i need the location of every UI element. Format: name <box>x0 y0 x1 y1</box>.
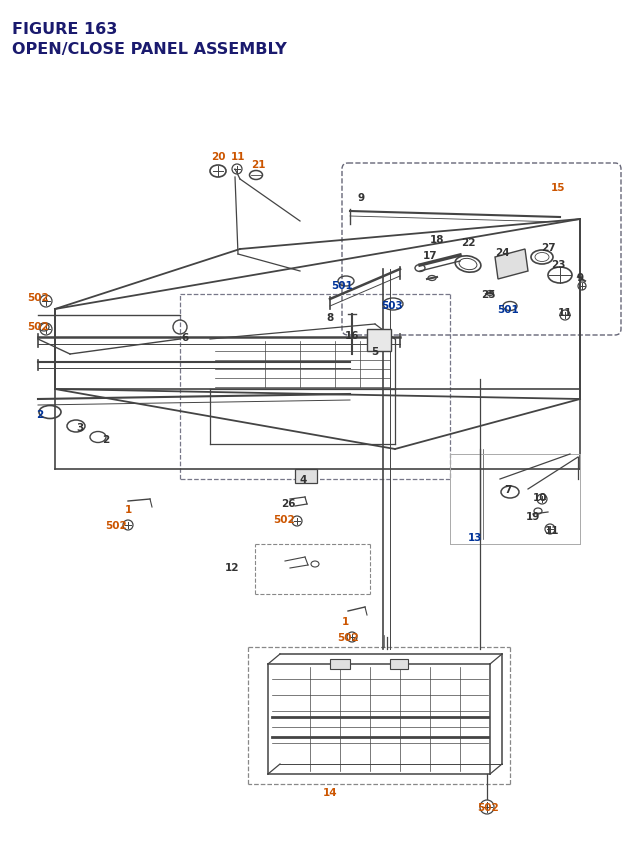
Text: 502: 502 <box>337 632 359 642</box>
Text: 26: 26 <box>281 499 295 508</box>
Text: 501: 501 <box>331 281 353 291</box>
Text: 20: 20 <box>211 152 225 162</box>
Text: 21: 21 <box>251 160 265 170</box>
Text: 502: 502 <box>27 293 49 303</box>
Text: 502: 502 <box>273 514 295 524</box>
Text: 11: 11 <box>545 525 559 536</box>
Text: 16: 16 <box>345 331 359 341</box>
Text: 15: 15 <box>551 183 565 193</box>
Text: 23: 23 <box>551 260 565 269</box>
Text: 11: 11 <box>231 152 245 162</box>
Text: 9: 9 <box>357 193 365 202</box>
Text: 502: 502 <box>27 322 49 331</box>
Text: 25: 25 <box>481 289 495 300</box>
Text: 3: 3 <box>76 423 84 432</box>
Text: 18: 18 <box>429 235 444 245</box>
Text: 5: 5 <box>371 347 379 356</box>
Text: 2: 2 <box>102 435 109 444</box>
Text: 8: 8 <box>326 313 333 323</box>
Text: 1: 1 <box>124 505 132 514</box>
Text: 502: 502 <box>105 520 127 530</box>
Text: 502: 502 <box>477 802 499 812</box>
Text: 12: 12 <box>225 562 239 573</box>
Text: 9: 9 <box>577 273 584 282</box>
Polygon shape <box>495 250 528 280</box>
Text: FIGURE 163: FIGURE 163 <box>12 22 117 37</box>
Text: 22: 22 <box>461 238 476 248</box>
Text: 19: 19 <box>526 511 540 522</box>
Text: 13: 13 <box>468 532 483 542</box>
Text: OPEN/CLOSE PANEL ASSEMBLY: OPEN/CLOSE PANEL ASSEMBLY <box>12 42 287 57</box>
Text: 2: 2 <box>36 410 44 419</box>
Text: 1: 1 <box>341 616 349 626</box>
Bar <box>330 660 350 669</box>
Bar <box>390 660 408 669</box>
Text: 501: 501 <box>497 305 519 314</box>
Text: 11: 11 <box>557 307 572 318</box>
Bar <box>295 469 317 483</box>
Text: 27: 27 <box>541 243 556 253</box>
Text: 6: 6 <box>181 332 189 343</box>
Text: 24: 24 <box>495 248 509 257</box>
Text: 4: 4 <box>300 474 307 485</box>
Bar <box>367 330 391 351</box>
Text: 14: 14 <box>323 787 337 797</box>
Text: 503: 503 <box>381 300 403 311</box>
Text: 17: 17 <box>422 251 437 261</box>
Text: 7: 7 <box>504 485 512 494</box>
Text: 10: 10 <box>532 492 547 503</box>
